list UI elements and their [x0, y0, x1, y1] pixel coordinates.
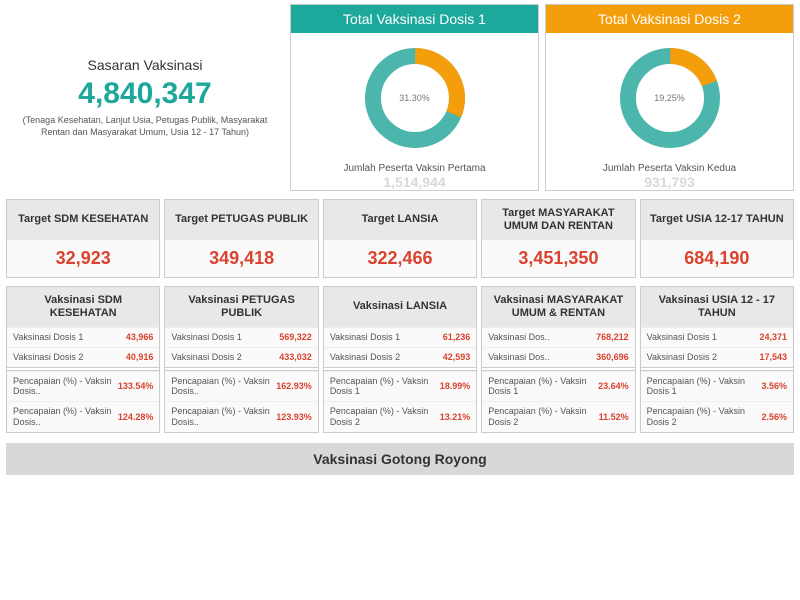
target-value: 322,466 [324, 240, 476, 277]
vaks-title: Vaksinasi PETUGAS PUBLIK [165, 287, 317, 327]
vaks-cell-4: Vaksinasi USIA 12 - 17 TAHUN Vaksinasi D… [640, 286, 794, 433]
target-title: Target SDM KESEHATAN [7, 200, 159, 240]
vaks-d2: Vaksinasi Dosis 242,593 [324, 347, 476, 367]
vaks-p2: Pencapaian (%) - Vaksin Dosis 211.52% [482, 401, 634, 432]
vaks-title: Vaksinasi LANSIA [324, 287, 476, 327]
footer-bar: Vaksinasi Gotong Royong [6, 443, 794, 475]
donut-card-1: Total Vaksinasi Dosis 1 31.30% Jumlah Pe… [290, 4, 539, 191]
vaks-d1: Vaksinasi Dos..768,212 [482, 327, 634, 347]
vaks-title: Vaksinasi MASYARAKAT UMUM & RENTAN [482, 287, 634, 327]
sasaran-subtitle: (Tenaga Kesehatan, Lanjut Usia, Petugas … [20, 115, 270, 138]
vaks-p1: Pencapaian (%) - Vaksin Dosis 118.99% [324, 371, 476, 402]
donut-count: 931,793 [546, 174, 793, 190]
target-cell-4: Target USIA 12-17 TAHUN 684,190 [640, 199, 794, 278]
target-cell-2: Target LANSIA 322,466 [323, 199, 477, 278]
vaks-cell-3: Vaksinasi MASYARAKAT UMUM & RENTAN Vaksi… [481, 286, 635, 433]
target-title: Target PETUGAS PUBLIK [165, 200, 317, 240]
sasaran-box: Sasaran Vaksinasi 4,840,347 (Tenaga Kese… [0, 0, 290, 195]
donut-header: Total Vaksinasi Dosis 1 [291, 5, 538, 33]
donut-header: Total Vaksinasi Dosis 2 [546, 5, 793, 33]
vaks-d2: Vaksinasi Dosis 217,543 [641, 347, 793, 367]
donut-count: 1,514,944 [291, 174, 538, 190]
donut-card-2: Total Vaksinasi Dosis 2 19.25% Jumlah Pe… [545, 4, 794, 191]
vaks-row: Vaksinasi SDM KESEHATAN Vaksinasi Dosis … [0, 282, 800, 437]
vaks-cell-0: Vaksinasi SDM KESEHATAN Vaksinasi Dosis … [6, 286, 160, 433]
target-cell-3: Target MASYARAKAT UMUM DAN RENTAN 3,451,… [481, 199, 635, 278]
vaks-cell-1: Vaksinasi PETUGAS PUBLIK Vaksinasi Dosis… [164, 286, 318, 433]
vaks-p2: Pencapaian (%) - Vaksin Dosis..123.93% [165, 401, 317, 432]
vaks-p1: Pencapaian (%) - Vaksin Dosis..133.54% [7, 371, 159, 402]
donut-row: Total Vaksinasi Dosis 1 31.30% Jumlah Pe… [290, 0, 800, 195]
target-value: 32,923 [7, 240, 159, 277]
target-title: Target LANSIA [324, 200, 476, 240]
donut-pct: 31.30% [385, 93, 445, 103]
vaks-p1: Pencapaian (%) - Vaksin Dosis..162.93% [165, 371, 317, 402]
vaks-p1: Pencapaian (%) - Vaksin Dosis 123.64% [482, 371, 634, 402]
vaks-p2: Pencapaian (%) - Vaksin Dosis..124.28% [7, 401, 159, 432]
target-value: 349,418 [165, 240, 317, 277]
donut-label: Jumlah Peserta Vaksin Pertama [291, 163, 538, 174]
donut-body: 19.25% [546, 33, 793, 163]
vaks-title: Vaksinasi USIA 12 - 17 TAHUN [641, 287, 793, 327]
target-value: 3,451,350 [482, 240, 634, 277]
target-title: Target USIA 12-17 TAHUN [641, 200, 793, 240]
vaks-d1: Vaksinasi Dosis 1569,322 [165, 327, 317, 347]
vaks-p1: Pencapaian (%) - Vaksin Dosis 13.56% [641, 371, 793, 402]
target-title: Target MASYARAKAT UMUM DAN RENTAN [482, 200, 634, 240]
targets-row: Target SDM KESEHATAN 32,923Target PETUGA… [0, 195, 800, 282]
donut-pct: 19.25% [640, 93, 700, 103]
vaks-cell-2: Vaksinasi LANSIA Vaksinasi Dosis 161,236… [323, 286, 477, 433]
vaks-d1: Vaksinasi Dosis 143,966 [7, 327, 159, 347]
vaks-title: Vaksinasi SDM KESEHATAN [7, 287, 159, 327]
vaks-p2: Pencapaian (%) - Vaksin Dosis 22.56% [641, 401, 793, 432]
vaks-p2: Pencapaian (%) - Vaksin Dosis 213.21% [324, 401, 476, 432]
vaks-d1: Vaksinasi Dosis 124,371 [641, 327, 793, 347]
vaks-d2: Vaksinasi Dosis 2433,032 [165, 347, 317, 367]
target-cell-1: Target PETUGAS PUBLIK 349,418 [164, 199, 318, 278]
target-value: 684,190 [641, 240, 793, 277]
vaks-d2: Vaksinasi Dosis 240,916 [7, 347, 159, 367]
sasaran-value: 4,840,347 [78, 77, 211, 111]
vaks-d2: Vaksinasi Dos..360,696 [482, 347, 634, 367]
target-cell-0: Target SDM KESEHATAN 32,923 [6, 199, 160, 278]
top-section: Sasaran Vaksinasi 4,840,347 (Tenaga Kese… [0, 0, 800, 195]
donut-body: 31.30% [291, 33, 538, 163]
donut-label: Jumlah Peserta Vaksin Kedua [546, 163, 793, 174]
vaks-d1: Vaksinasi Dosis 161,236 [324, 327, 476, 347]
sasaran-title: Sasaran Vaksinasi [88, 57, 203, 73]
